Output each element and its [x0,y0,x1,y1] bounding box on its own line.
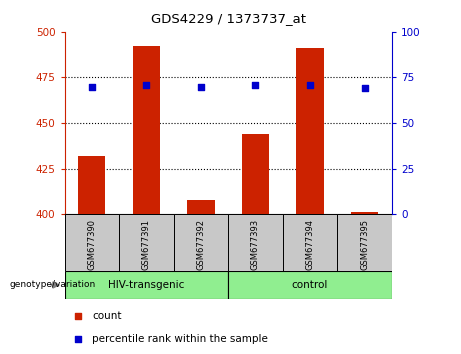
Point [142,82,150,87]
Point [75,313,82,319]
Text: GSM677390: GSM677390 [87,219,96,270]
Point [306,82,313,87]
Text: HIV-transgenic: HIV-transgenic [108,280,184,290]
Bar [242,134,269,214]
Point [361,86,368,91]
Bar [119,214,174,271]
Bar [133,46,160,214]
Bar [174,214,228,271]
Text: control: control [292,280,328,290]
Text: GSM677392: GSM677392 [196,219,206,270]
Bar [65,214,119,271]
Bar [187,200,214,214]
Text: GSM677393: GSM677393 [251,219,260,270]
Bar [228,271,392,299]
Text: GSM677391: GSM677391 [142,219,151,270]
Point [75,336,82,342]
Bar [78,156,106,214]
Point [252,82,259,87]
Bar [228,214,283,271]
Bar [65,271,228,299]
Bar [351,212,378,214]
Text: percentile rank within the sample: percentile rank within the sample [92,334,268,344]
Bar [296,48,324,214]
Text: GDS4229 / 1373737_at: GDS4229 / 1373737_at [151,12,306,25]
Text: GSM677395: GSM677395 [360,219,369,270]
Bar [283,214,337,271]
Text: count: count [92,311,122,321]
Point [197,84,205,89]
Text: genotype/variation: genotype/variation [9,280,95,290]
Bar [337,214,392,271]
Point [88,84,95,89]
Text: GSM677394: GSM677394 [306,219,314,270]
